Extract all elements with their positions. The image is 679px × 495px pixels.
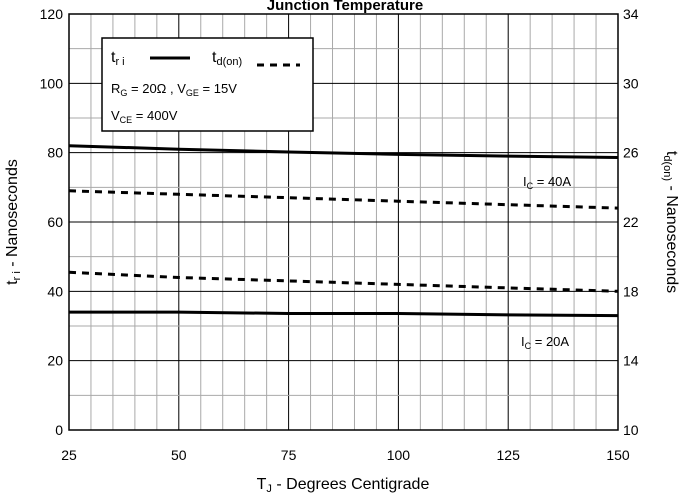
y-tick-label-left: 120 (40, 6, 64, 22)
legend-condition-rg-vge: RG = 20Ω , VGE = 15V (111, 81, 237, 98)
x-tick-label: 75 (281, 447, 297, 463)
x-axis-title: TJ - Degrees Centigrade (257, 476, 430, 495)
y-axis-title-left: tr i - Nanoseconds (4, 159, 23, 285)
y-tick-label-right: 10 (623, 422, 639, 438)
legend-box (101, 37, 314, 132)
series-line-td-on-20a (68, 270, 619, 293)
y-tick-label-left: 0 (55, 422, 63, 438)
y-tick-label-left: 40 (47, 283, 63, 299)
plot-frame (68, 13, 619, 431)
y-tick-label-right: 18 (623, 283, 639, 299)
annotation-ic-20a: IC = 20A (521, 334, 569, 351)
y-tick-label-right: 22 (623, 214, 639, 230)
legend-tri-label: tr i (111, 49, 125, 68)
y-tick-label-right: 14 (623, 353, 639, 369)
x-tick-label: 25 (61, 447, 77, 463)
y-tick-label-left: 60 (47, 214, 63, 230)
series-line-tri-20a (69, 310, 619, 318)
x-tick-label: 125 (497, 447, 521, 463)
x-tick-label: 100 (387, 447, 411, 463)
legend-td-label: td(on) (212, 49, 242, 68)
y-tick-label-right: 34 (623, 6, 639, 22)
series-group (68, 144, 619, 318)
y-tick-label-left: 100 (40, 75, 64, 91)
y-tick-label-right: 30 (623, 75, 639, 91)
y-axis-title-right: td(on) - Nanoseconds (661, 151, 679, 293)
y-tick-label-left: 20 (47, 353, 63, 369)
x-tick-label: 150 (606, 447, 630, 463)
y-tick-label-left: 80 (47, 145, 63, 161)
legend-condition-vce: VCE = 400V (111, 108, 178, 125)
legend: tr i td(on) RG = 20Ω , VGE = 15V VCE = 4… (101, 37, 314, 132)
series-line-td-on-40a (68, 189, 619, 210)
y-tick-label-right: 26 (623, 145, 639, 161)
x-tick-label: 50 (171, 447, 187, 463)
series-line-tri-40a (68, 144, 619, 159)
annotation-ic-40a: IC = 40A (523, 174, 571, 191)
chart-title: Junction Temperature (267, 0, 423, 14)
tick-labels: 25 50 75 100 125 150 0 20 40 60 80 100 120 10 14 18 22 26… (40, 6, 639, 463)
